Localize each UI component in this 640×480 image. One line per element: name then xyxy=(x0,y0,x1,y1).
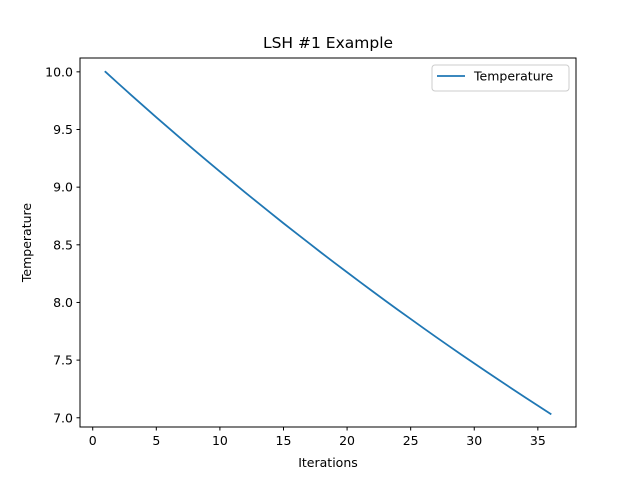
plot-area xyxy=(80,58,576,427)
y-tick-label: 7.0 xyxy=(53,410,73,425)
y-axis-ticks: 7.0 7.5 8.0 8.5 9.0 9.5 10.0 xyxy=(45,64,80,425)
y-tick-label: 9.0 xyxy=(53,180,73,195)
plot-frame xyxy=(79,57,577,428)
x-tick-label: 10 xyxy=(212,433,228,448)
legend-label: Temperature xyxy=(473,69,553,84)
y-tick-label: 8.0 xyxy=(53,295,73,310)
y-axis-label: Temperature xyxy=(19,203,34,283)
legend: Temperature xyxy=(431,64,570,92)
y-tick-label: 10.0 xyxy=(45,64,73,79)
series-layer xyxy=(104,70,552,416)
chart-title: LSH #1 Example xyxy=(263,34,393,52)
x-axis-label: Iterations xyxy=(298,455,358,470)
x-tick-label: 0 xyxy=(89,433,97,448)
x-tick-label: 25 xyxy=(403,433,419,448)
y-tick-label: 9.5 xyxy=(53,122,73,137)
x-tick-label: 5 xyxy=(152,433,160,448)
y-tick-label: 8.5 xyxy=(53,237,73,252)
x-tick-label: 35 xyxy=(530,433,546,448)
y-tick-label: 7.5 xyxy=(53,353,73,368)
legend-box xyxy=(431,64,570,92)
x-axis-ticks: 0 5 10 15 20 25 30 35 xyxy=(89,427,546,448)
series-line-temperature xyxy=(104,70,552,416)
x-tick-label: 15 xyxy=(276,433,292,448)
x-tick-label: 20 xyxy=(339,433,355,448)
x-tick-label: 30 xyxy=(466,433,482,448)
